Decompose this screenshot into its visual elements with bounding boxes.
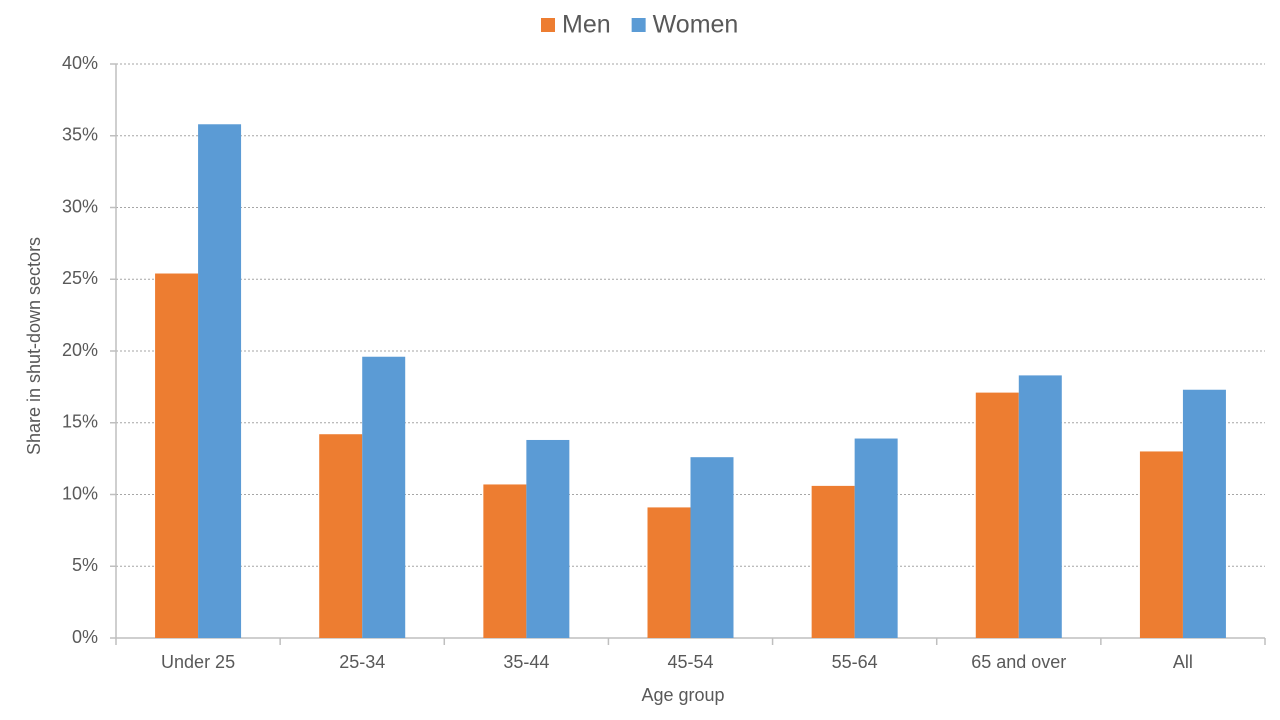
y-tick-label: 5% <box>72 555 98 575</box>
bar <box>362 356 406 638</box>
x-tick-label: Under 25 <box>161 652 235 672</box>
x-tick-label: 25-34 <box>339 652 385 672</box>
bar <box>975 392 1019 638</box>
y-tick-label: 15% <box>62 412 98 432</box>
bar <box>854 438 898 638</box>
legend-label: Women <box>653 11 739 39</box>
bar <box>1182 389 1226 638</box>
bar <box>198 124 242 638</box>
y-tick-label: 40% <box>62 53 98 73</box>
y-tick-label: 35% <box>62 125 98 145</box>
bar <box>526 439 570 638</box>
bar <box>1139 451 1183 638</box>
bar <box>811 485 855 638</box>
bar <box>647 507 691 638</box>
y-axis-title: Share in shut-down sectors <box>24 237 44 455</box>
x-tick-label: 45-54 <box>667 652 713 672</box>
x-tick-label: 65 and over <box>971 652 1066 672</box>
y-tick-label: 10% <box>62 483 98 503</box>
y-tick-label: 25% <box>62 268 98 288</box>
bar <box>155 273 199 638</box>
x-axis-title: Age group <box>641 685 724 705</box>
bar <box>1018 375 1062 638</box>
y-tick-label: 20% <box>62 340 98 360</box>
bar <box>319 434 363 638</box>
legend-swatch <box>541 18 555 32</box>
bar <box>690 457 734 638</box>
legend-swatch <box>631 18 646 32</box>
legend-label: Men <box>562 11 611 39</box>
x-tick-label: 55-64 <box>832 652 878 672</box>
x-tick-label: 35-44 <box>503 652 549 672</box>
y-tick-label: 0% <box>72 627 98 647</box>
x-tick-label: All <box>1173 652 1193 672</box>
y-tick-label: 30% <box>62 196 98 216</box>
bar <box>483 484 527 638</box>
